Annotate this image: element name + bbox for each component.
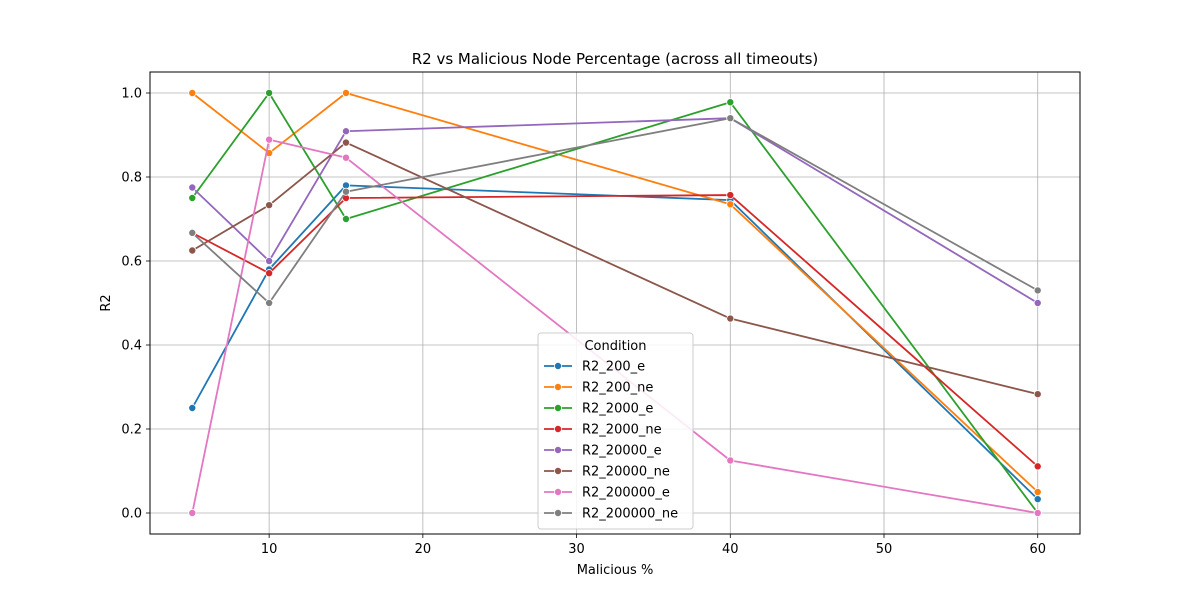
data-point bbox=[726, 98, 735, 107]
x-tick-label: 50 bbox=[876, 542, 893, 557]
data-point bbox=[1033, 487, 1042, 496]
data-point bbox=[341, 138, 350, 147]
data-point bbox=[341, 89, 350, 98]
legend-label: R2_200000_ne bbox=[582, 507, 678, 522]
data-point bbox=[188, 228, 197, 237]
legend-label: R2_200_ne bbox=[582, 381, 653, 396]
legend-box bbox=[537, 332, 694, 530]
series-R2_20000_ne bbox=[188, 138, 1042, 399]
legend-marker bbox=[554, 424, 563, 433]
legend-marker bbox=[554, 466, 563, 475]
data-point bbox=[265, 256, 274, 265]
data-point bbox=[726, 191, 735, 200]
data-point bbox=[341, 127, 350, 136]
data-point bbox=[265, 298, 274, 307]
x-tick-label: 30 bbox=[568, 542, 585, 557]
legend-label: R2_20000_ne bbox=[582, 465, 670, 480]
data-point bbox=[188, 183, 197, 192]
data-point bbox=[341, 214, 350, 223]
series-R2_200000_e bbox=[188, 135, 1042, 517]
x-tick-label: 10 bbox=[261, 542, 278, 557]
x-axis-label: Malicious % bbox=[577, 563, 654, 578]
y-tick-label: 0.0 bbox=[121, 507, 142, 522]
data-point bbox=[1033, 462, 1042, 471]
legend-label: R2_200000_e bbox=[582, 486, 670, 501]
x-tick-label: 60 bbox=[1029, 542, 1046, 557]
y-axis-label: R2 bbox=[99, 294, 114, 311]
series-group bbox=[188, 89, 1042, 517]
x-tick-label: 20 bbox=[415, 542, 432, 557]
data-point bbox=[188, 403, 197, 412]
y-tick-label: 1.0 bbox=[121, 87, 142, 102]
legend-item: R2_200000_ne bbox=[544, 507, 678, 522]
data-point bbox=[726, 456, 735, 465]
legend-marker bbox=[554, 487, 563, 496]
data-point bbox=[341, 153, 350, 162]
data-point bbox=[188, 193, 197, 202]
data-point bbox=[726, 114, 735, 123]
legend-marker bbox=[554, 508, 563, 517]
data-point bbox=[726, 314, 735, 323]
chart-title: R2 vs Malicious Node Percentage (across … bbox=[412, 50, 819, 68]
data-point bbox=[1033, 508, 1042, 517]
legend-item: R2_200_e bbox=[544, 360, 645, 375]
legend-label: R2_2000_ne bbox=[582, 423, 662, 438]
data-point bbox=[726, 200, 735, 209]
data-point bbox=[188, 508, 197, 517]
legend-item: R2_200000_e bbox=[544, 486, 670, 501]
series-R2_200_ne bbox=[188, 89, 1042, 496]
data-point bbox=[188, 89, 197, 98]
y-tick-label: 0.4 bbox=[121, 339, 142, 354]
legend-title: Condition bbox=[584, 339, 646, 354]
legend: Condition R2_200_e R2_200_ne R2_2000_e R2_20… bbox=[537, 332, 694, 530]
data-point bbox=[341, 187, 350, 196]
legend-label: R2_200_e bbox=[582, 360, 645, 375]
y-tick-label: 0.6 bbox=[121, 255, 142, 270]
y-tick-label: 0.2 bbox=[121, 423, 142, 438]
data-point bbox=[1033, 390, 1042, 399]
legend-item: R2_20000_e bbox=[544, 444, 662, 459]
data-point bbox=[265, 201, 274, 210]
legend-label: R2_2000_e bbox=[582, 402, 653, 417]
data-point bbox=[1033, 495, 1042, 504]
data-point bbox=[265, 89, 274, 98]
legend-marker bbox=[554, 445, 563, 454]
data-point bbox=[188, 246, 197, 255]
legend-item: R2_2000_e bbox=[544, 402, 653, 417]
ticks: 10 20 30 40 50 60 0.0 0.2 0.4 0.6 0.8 1.0 bbox=[121, 87, 1046, 558]
legend-marker bbox=[554, 403, 563, 412]
data-point bbox=[265, 269, 274, 278]
series-R2_20000_e bbox=[188, 114, 1042, 307]
x-tick-label: 40 bbox=[722, 542, 739, 557]
data-point bbox=[1033, 298, 1042, 307]
legend-label: R2_20000_e bbox=[582, 444, 662, 459]
legend-item: R2_2000_ne bbox=[544, 423, 662, 438]
legend-marker bbox=[554, 382, 563, 391]
legend-item: R2_20000_ne bbox=[544, 465, 670, 480]
legend-marker bbox=[554, 361, 563, 370]
series-R2_200000_ne bbox=[188, 114, 1042, 307]
y-tick-label: 0.8 bbox=[121, 171, 142, 186]
plot-frame bbox=[149, 71, 1081, 535]
data-point bbox=[265, 135, 274, 144]
legend-item: R2_200_ne bbox=[544, 381, 653, 396]
data-point bbox=[1033, 286, 1042, 295]
